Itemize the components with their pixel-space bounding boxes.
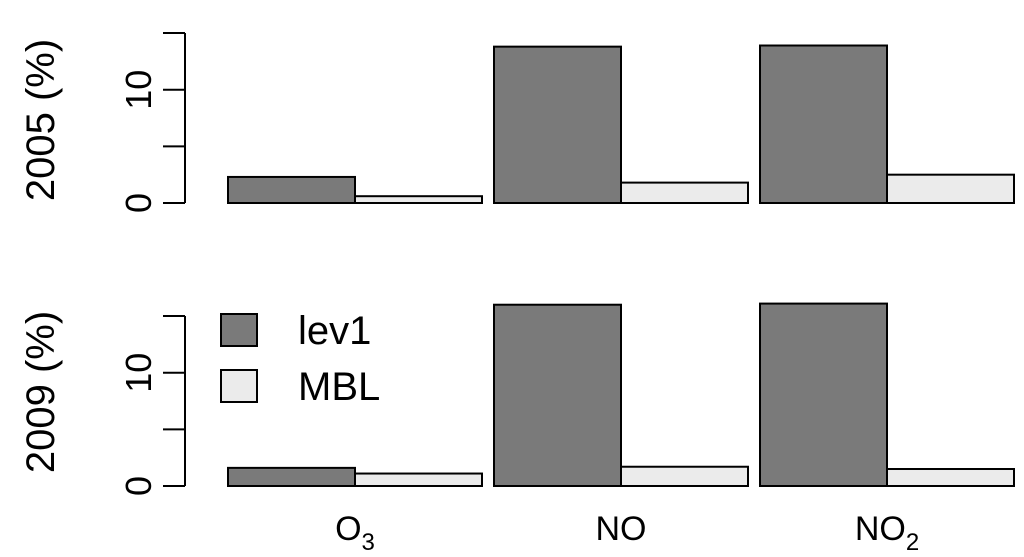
bar-lev1-O3 bbox=[227, 175, 356, 204]
bar-lev1-O3 bbox=[227, 466, 356, 488]
legend-swatch-MBL bbox=[220, 369, 258, 403]
bar-MBL-NO bbox=[620, 181, 749, 205]
category-labels: O3 NO NO2 bbox=[335, 510, 919, 556]
bar-MBL-NO2 bbox=[886, 173, 1015, 205]
bar-lev1-NO bbox=[493, 45, 622, 205]
y-tick-label: 10 bbox=[118, 353, 159, 393]
x-category-label: NO bbox=[596, 510, 647, 548]
y-tick-label: 10 bbox=[118, 70, 159, 110]
bar-MBL-NO2 bbox=[886, 468, 1015, 488]
y-tick-label: 0 bbox=[118, 193, 159, 213]
x-category-label: O3 bbox=[335, 510, 375, 556]
y-axis-title: 2009 (%) bbox=[19, 311, 63, 473]
bar-lev1-NO bbox=[493, 303, 622, 487]
legend-label-MBL: MBL bbox=[298, 365, 380, 409]
legend-label-lev1: lev1 bbox=[298, 309, 371, 353]
panel-2009: 0 10 2009 (%) bbox=[19, 302, 1015, 496]
y-tick-label: 0 bbox=[118, 476, 159, 496]
bar-MBL-NO bbox=[620, 465, 749, 488]
legend: lev1 MBL bbox=[220, 309, 380, 409]
bar-MBL-O3 bbox=[354, 195, 483, 204]
bar-lev1-NO2 bbox=[759, 302, 888, 487]
panel-2005: 0 10 2005 (%) bbox=[19, 32, 1015, 213]
bar-MBL-O3 bbox=[354, 472, 483, 487]
x-category-label: NO2 bbox=[855, 510, 919, 556]
y-axis-title: 2005 (%) bbox=[19, 39, 63, 201]
bar-lev1-NO2 bbox=[759, 44, 888, 204]
legend-swatch-lev1 bbox=[220, 313, 258, 347]
